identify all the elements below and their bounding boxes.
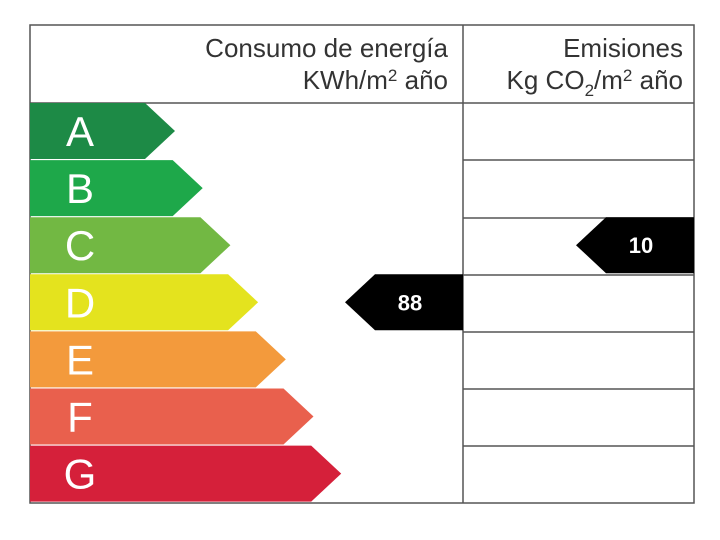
class-bar-c: C: [30, 217, 231, 274]
emissions-rating-indicator: 10: [576, 217, 694, 274]
class-arrow-e: [30, 331, 286, 388]
emissions-title: Emisiones: [563, 33, 683, 63]
emissions-rating-indicator-value: 10: [629, 233, 653, 258]
class-arrow-g: [30, 445, 342, 502]
energy-title: Consumo de energía: [205, 33, 448, 63]
energy-rating-indicator: 88: [345, 274, 463, 331]
class-letter-a: A: [66, 108, 94, 155]
class-arrow-c: [30, 217, 231, 274]
class-arrow-f: [30, 388, 314, 445]
class-letter-b: B: [66, 165, 94, 212]
class-bar-a: A: [30, 103, 175, 159]
class-arrow-d: [30, 274, 259, 331]
class-letter-c: C: [65, 222, 95, 269]
class-bar-b: B: [30, 160, 203, 217]
class-bar-f: F: [30, 388, 314, 445]
class-bar-d: D: [30, 274, 259, 331]
emissions-unit: Kg CO2/m2 año: [507, 65, 683, 100]
energy-rating-indicator-arrow: [345, 274, 463, 331]
class-arrow-b: [30, 160, 203, 217]
class-letter-d: D: [65, 279, 95, 326]
rating-indicators: 88 10: [345, 217, 694, 331]
emissions-rating-indicator-arrow: [576, 217, 694, 274]
class-bar-e: E: [30, 331, 286, 388]
class-letter-e: E: [66, 336, 94, 383]
energy-unit: KWh/m2 año: [303, 65, 448, 95]
class-letter-g: G: [64, 451, 97, 498]
class-bar-g: G: [30, 445, 342, 502]
energy-rating-indicator-value: 88: [398, 290, 422, 315]
class-letter-f: F: [67, 394, 93, 441]
class-arrow-a: [30, 103, 175, 159]
